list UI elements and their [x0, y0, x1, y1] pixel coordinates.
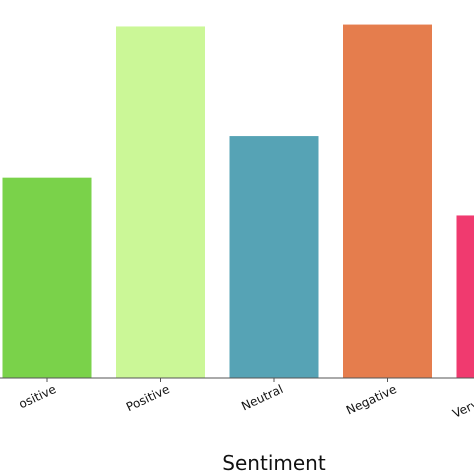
bar-very-negative: [456, 215, 474, 378]
x-tick-label: ositive: [17, 382, 59, 411]
x-tick-label: Negative: [344, 382, 399, 417]
bar-neutral: [229, 136, 319, 378]
x-tick-label: Positive: [124, 382, 172, 414]
bar-very-positive: [2, 177, 92, 378]
x-tick-labels: ositive Positive Neutral Negative Very Nega: [17, 378, 474, 421]
bar-positive: [116, 26, 205, 379]
x-tick-label: Very Nega: [450, 382, 474, 421]
bar-negative: [343, 24, 432, 378]
x-tick-label: Neutral: [239, 382, 285, 413]
bars-group: [2, 24, 474, 379]
x-axis-title: Sentiment: [222, 451, 326, 474]
